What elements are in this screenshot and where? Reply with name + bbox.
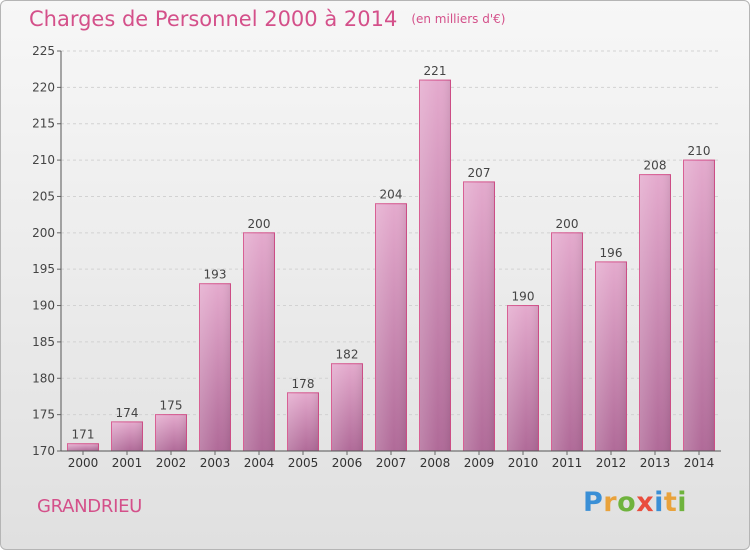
x-tick-label: 2001 <box>112 456 143 470</box>
bar-value-label: 207 <box>468 166 491 180</box>
y-tick-label: 200 <box>32 226 55 240</box>
y-tick-label: 180 <box>32 371 55 385</box>
bar-value-label: 210 <box>688 144 711 158</box>
bar-value-label: 200 <box>556 217 579 231</box>
bar-shade <box>111 421 143 451</box>
chart-title-text: Charges de Personnel 2000 à 2014 <box>29 7 398 31</box>
x-tick-label: 2007 <box>376 456 407 470</box>
bar-shade <box>551 232 583 451</box>
chart-subtitle: (en milliers d'€) <box>411 12 506 26</box>
y-tick-label: 210 <box>32 153 55 167</box>
bar-value-label: 208 <box>644 159 667 173</box>
logo-letter: P <box>583 487 604 518</box>
bar-shade <box>155 414 187 451</box>
bar-shade <box>67 443 99 451</box>
x-tick-label: 2003 <box>200 456 231 470</box>
x-tick-label: 2006 <box>332 456 363 470</box>
y-tick-label: 170 <box>32 444 55 458</box>
y-axis: 170 175 180 185 190 195 200 205 210 215 220 225 <box>32 44 62 458</box>
bar-shade <box>595 261 627 451</box>
y-tick-label: 185 <box>32 335 55 349</box>
bar-shade <box>331 363 363 451</box>
bar-value-label: 221 <box>424 64 447 78</box>
chart-title: Charges de Personnel 2000 à 2014 (en mill… <box>29 7 505 31</box>
x-tick-label: 2010 <box>508 456 539 470</box>
x-tick-label: 2012 <box>596 456 627 470</box>
bar-shade <box>507 305 539 451</box>
bar-value-label: 178 <box>292 377 315 391</box>
y-tick-label: 220 <box>32 80 55 94</box>
logo-letter: o <box>617 487 637 518</box>
x-tick-label: 2011 <box>552 456 583 470</box>
bar-value-label: 200 <box>248 217 271 231</box>
logo-letter: i <box>677 487 688 518</box>
x-tick-label: 2008 <box>420 456 451 470</box>
bar-shade <box>683 160 715 451</box>
x-tick-label: 2013 <box>640 456 671 470</box>
x-tick-label: 2014 <box>684 456 715 470</box>
bar-shade <box>419 80 451 451</box>
bar-value-label: 182 <box>336 348 359 362</box>
x-tick-label: 2009 <box>464 456 495 470</box>
logo-letter: i <box>654 487 664 518</box>
bar-value-label: 174 <box>116 406 139 420</box>
x-tick-label: 2000 <box>68 456 99 470</box>
bar-value-label: 175 <box>160 399 183 413</box>
y-tick-label: 190 <box>32 299 55 313</box>
x-tick-label: 2004 <box>244 456 275 470</box>
logo-letter: x <box>636 487 655 518</box>
x-tick-label: 2005 <box>288 456 319 470</box>
bar-shade <box>375 203 407 451</box>
bar-value-label: 204 <box>380 188 403 202</box>
logo-letter: t <box>663 487 678 518</box>
bar-value-label: 193 <box>204 268 227 282</box>
bar-value-label: 196 <box>600 246 623 260</box>
logo-letter: r <box>603 487 618 518</box>
bar-shade <box>199 283 231 451</box>
place-name: GRANDRIEU <box>37 496 143 517</box>
x-tick-label: 2002 <box>156 456 187 470</box>
bars: 171 174 175 193 200 178 182 204 221 207 190 200 196 2… <box>67 64 715 452</box>
bar-value-label: 190 <box>512 290 535 304</box>
x-axis: 2000 2001 2002 2003 2004 2005 2006 2007 2008 2009… <box>61 450 721 470</box>
y-tick-label: 175 <box>32 408 55 422</box>
bar-shade <box>463 181 495 451</box>
y-tick-label: 215 <box>32 117 55 131</box>
proxiti-logo: Proxiti <box>583 487 687 518</box>
bar-value-label: 171 <box>72 428 95 442</box>
bar-shade <box>243 232 275 451</box>
bar-shade <box>287 392 319 451</box>
bar-shade <box>639 174 671 452</box>
y-tick-label: 205 <box>32 189 55 203</box>
y-tick-label: 195 <box>32 262 55 276</box>
y-tick-label: 225 <box>32 44 55 58</box>
